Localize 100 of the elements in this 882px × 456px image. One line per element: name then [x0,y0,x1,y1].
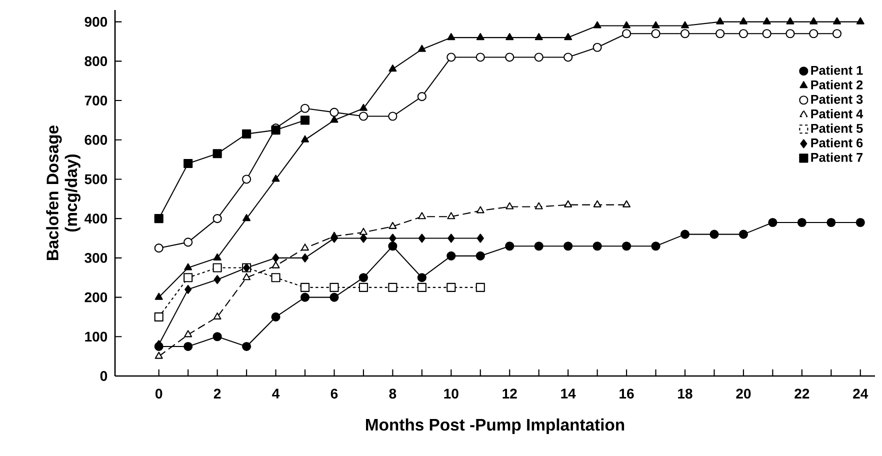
point [360,234,367,243]
y-axis-title: Baclofen Dosage (mcg/day) [46,126,80,260]
point [330,292,339,302]
point [739,17,748,24]
point [242,342,252,352]
point [716,29,725,38]
point [212,332,222,342]
point [300,282,310,292]
point [301,253,309,262]
point [476,282,485,292]
point [359,104,368,111]
point [271,312,280,322]
point [476,52,485,62]
point [534,33,543,40]
point [154,312,164,322]
point [593,21,602,28]
point [652,21,660,28]
point [213,253,222,260]
legend-label: Patient 3 [811,94,863,104]
x-tick-label: 18 [678,388,692,399]
x-tick-label: 20 [736,388,751,399]
legend-label: Patient 2 [811,80,863,90]
x-tick-label: 16 [620,388,634,399]
y-tick-label: 900 [84,16,108,27]
point [184,263,192,270]
point [242,273,251,280]
point [184,330,192,338]
point [446,251,456,260]
point [810,17,818,24]
point [388,282,398,292]
point [301,135,310,142]
point [213,312,222,320]
legend-label: Patient 5 [811,124,863,133]
point [388,112,398,121]
x-axis-title: Months Post -Pump Implantation [366,418,624,434]
legend-label: Patient 6 [811,138,863,148]
point [797,218,806,228]
point [593,200,602,208]
y-tick-label: 0 [100,371,108,381]
x-tick-label: 0 [156,388,162,399]
point [417,273,426,282]
point [154,214,164,224]
point [388,64,397,72]
point [505,52,514,62]
point [271,273,280,282]
point [417,282,426,292]
point [330,234,338,243]
point [388,222,397,229]
point [681,21,689,28]
point [809,29,818,38]
point [762,29,772,38]
point [592,242,602,251]
point [534,52,544,62]
point [833,17,841,24]
y-tick-label: 600 [84,134,108,145]
point [476,33,484,40]
point [738,29,748,38]
point [272,253,280,262]
y-tick-label: 200 [84,292,108,302]
point [564,200,572,208]
point [856,17,864,24]
point [418,212,426,220]
y-tick-label: 800 [84,56,108,66]
legend-label: Patient 4 [811,109,864,118]
point [330,116,338,123]
point [680,230,690,239]
point [716,17,724,24]
point [300,292,310,302]
point [651,242,660,251]
point [272,174,280,182]
x-tick-label: 22 [794,388,810,398]
point [762,17,771,24]
point [826,218,836,228]
point [242,214,251,222]
point [212,214,222,224]
point [330,282,339,292]
point [738,230,748,239]
x-tick-label: 24 [853,388,868,398]
y-tick-label: 500 [84,174,108,184]
point [154,244,164,253]
point [476,251,485,260]
point [330,108,339,117]
legend-label: Patient 1 [811,66,863,75]
x-tick-label: 12 [502,388,517,398]
point [447,33,456,40]
point [534,242,544,251]
point [447,212,456,220]
point [184,284,192,294]
point [786,17,794,24]
point [242,129,252,139]
point [622,242,632,251]
point [358,273,368,282]
point [212,263,222,272]
point [388,242,398,251]
point [272,261,280,268]
point [214,275,221,284]
y-tick-label: 400 [84,214,108,224]
point [622,21,631,28]
x-tick-label: 14 [561,388,576,398]
point [212,149,222,158]
